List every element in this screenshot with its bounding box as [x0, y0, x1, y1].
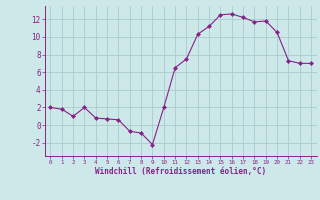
- X-axis label: Windchill (Refroidissement éolien,°C): Windchill (Refroidissement éolien,°C): [95, 167, 266, 176]
